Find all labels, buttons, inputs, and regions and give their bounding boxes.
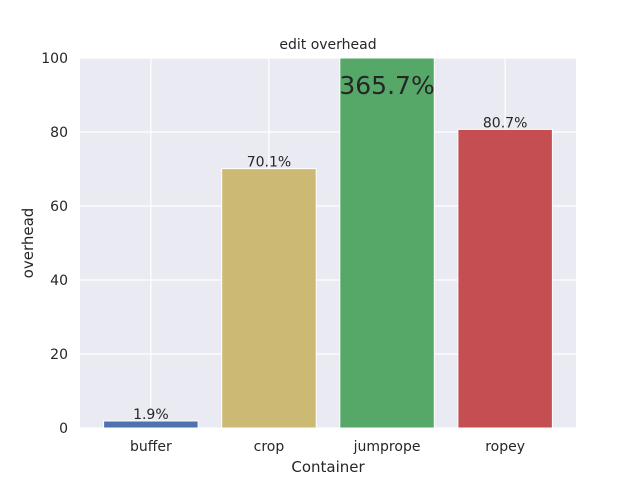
- bar-value-label: 80.7%: [483, 115, 527, 131]
- y-axis-label: overhead: [19, 208, 37, 279]
- bar-value-label: 365.7%: [339, 71, 434, 100]
- bars: [103, 57, 553, 429]
- x-axis-label: Container: [291, 458, 365, 476]
- x-tick-label: ropey: [485, 439, 525, 455]
- bar-jumprope: [339, 57, 435, 429]
- x-tick-label: jumprope: [353, 439, 421, 455]
- bar-value-label: 1.9%: [133, 407, 169, 423]
- bar-value-labels: 1.9% 70.1% 365.7% 80.7%: [133, 71, 527, 423]
- x-tick-label: crop: [254, 439, 285, 455]
- y-tick-label: 80: [50, 125, 68, 141]
- x-axis-ticks: buffer crop jumprope ropey: [130, 439, 525, 455]
- y-axis-ticks: 0 20 40 60 80 100: [41, 51, 68, 437]
- y-tick-label: 40: [50, 273, 68, 289]
- bar-value-label: 70.1%: [247, 155, 291, 171]
- bar-crop: [221, 168, 317, 429]
- y-tick-label: 60: [50, 199, 68, 215]
- bar-buffer: [103, 420, 199, 429]
- y-tick-label: 20: [50, 347, 68, 363]
- y-tick-label: 0: [59, 421, 68, 437]
- y-tick-label: 100: [41, 51, 68, 67]
- bar-ropey: [457, 128, 553, 429]
- x-tick-label: buffer: [130, 439, 172, 455]
- chart-title: edit overhead: [279, 37, 376, 53]
